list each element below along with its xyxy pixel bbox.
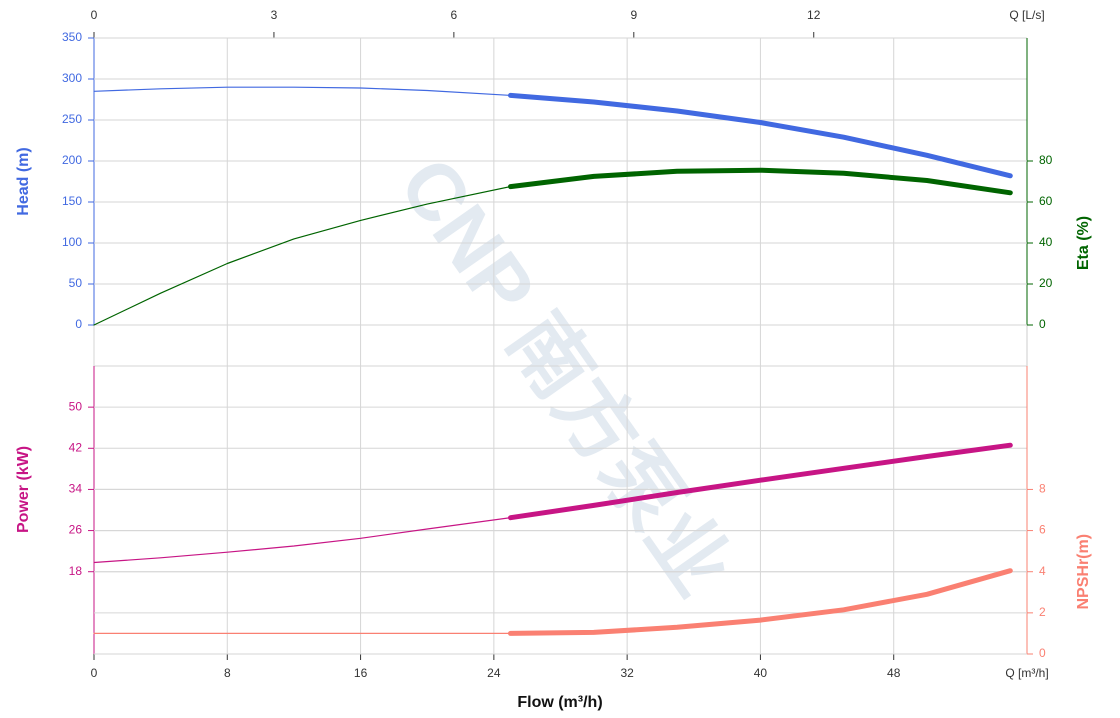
npsh-tick-label: 8 [1039,482,1046,496]
x-axis-title: Flow (m³/h) [517,694,602,711]
x-tick-label: 8 [224,666,231,680]
eta-tick-label: 40 [1039,235,1053,249]
curve-thick [508,568,1013,636]
head-tick-label: 250 [62,112,82,126]
power-tick-label: 18 [69,564,83,578]
x-tick-label: 32 [620,666,634,680]
power-tick-label: 50 [69,399,83,413]
top-x-tick-label: 12 [807,8,821,22]
eta-axis-title: Eta (%) [1075,216,1092,270]
top-x-tick-label: 0 [91,8,98,22]
x-tick-label: 0 [91,666,98,680]
x-tick-label: 24 [487,666,501,680]
head-tick-label: 300 [62,71,82,85]
power-tick-label: 42 [69,440,83,454]
npsh-axis-title: NPSHr(m) [1075,534,1092,610]
curve-thick [508,442,1013,521]
x-unit: Q [m³/h] [1005,666,1048,680]
npsh-tick-label: 4 [1039,564,1046,578]
top-x-tick-label: 9 [630,8,637,22]
power-tick-label: 34 [69,482,83,496]
npsh-tick-label: 0 [1039,646,1046,660]
eta-tick-label: 80 [1039,153,1053,167]
head-tick-label: 100 [62,235,82,249]
power-tick-label: 26 [69,523,83,537]
eta-tick-label: 20 [1039,276,1053,290]
curve-thin [93,86,512,96]
head-tick-label: 200 [62,153,82,167]
curve-thin [93,517,512,564]
npsh-tick-label: 2 [1039,605,1046,619]
curve-thick [508,167,1013,196]
head-tick-label: 350 [62,30,82,44]
head-axis-title: Head (m) [15,147,32,215]
curve-thick [508,92,1013,179]
npsh-tick-label: 6 [1039,523,1046,537]
x-tick-label: 16 [354,666,368,680]
x-tick-label: 48 [887,666,901,680]
top-x-unit: Q [L/s] [1009,8,1044,22]
curve-thin [93,186,512,326]
power-axis-title: Power (kW) [15,446,32,533]
eta-tick-label: 60 [1039,194,1053,208]
eta-tick-label: 0 [1039,317,1046,331]
head-tick-label: 150 [62,194,82,208]
watermark: CNP 南方泵业 [383,142,748,611]
top-x-tick-label: 6 [451,8,458,22]
head-tick-label: 50 [69,276,83,290]
head-tick-label: 0 [75,317,82,331]
x-tick-label: 40 [754,666,768,680]
top-x-tick-label: 3 [271,8,278,22]
